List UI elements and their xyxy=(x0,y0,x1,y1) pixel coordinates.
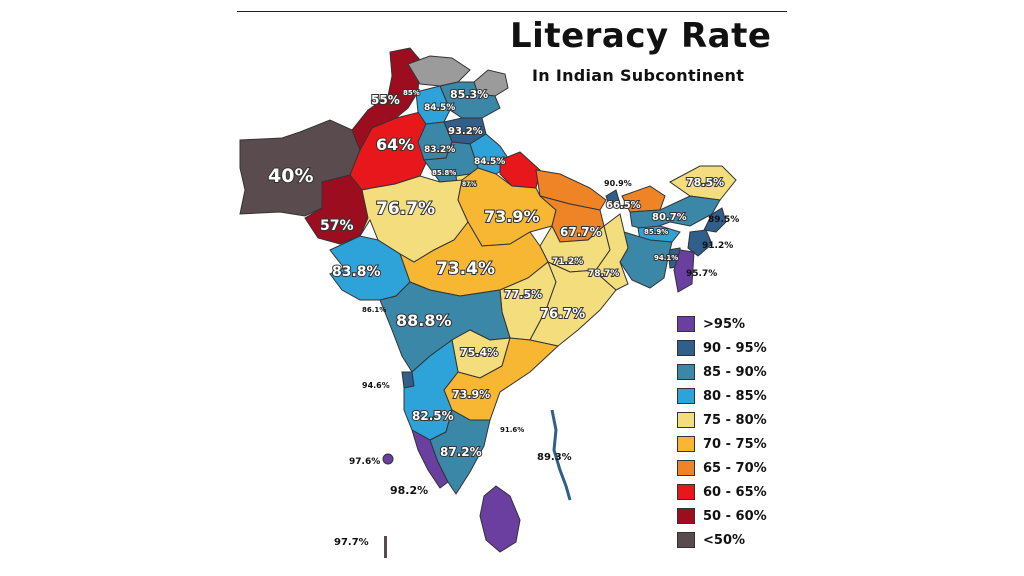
region-nagaland xyxy=(703,207,727,233)
legend-swatch xyxy=(677,412,695,428)
legend-swatch xyxy=(677,316,695,332)
label-dnh: 86.1% xyxy=(362,306,386,314)
label-tn: 87.2% xyxy=(440,445,482,459)
region-andaman xyxy=(550,409,572,501)
region-lakshadweep xyxy=(382,453,394,465)
label-ladakh: 85.3% xyxy=(450,88,488,101)
label-odisha: 76.7% xyxy=(540,307,585,322)
label-wb: 78.7% xyxy=(588,269,619,279)
legend-label: >95% xyxy=(703,316,746,332)
legend-swatch xyxy=(677,508,695,524)
legend-label: 70 - 75% xyxy=(703,436,767,452)
label-tripura: 94.1% xyxy=(654,254,678,262)
legend-item: 60 - 65% xyxy=(677,480,787,504)
legend-swatch xyxy=(677,388,695,404)
legend-label: 75 - 80% xyxy=(703,412,767,428)
label-sikkim: 90.9% xyxy=(604,179,632,188)
legend-label: 60 - 65% xyxy=(703,484,767,500)
legend-label: 80 - 85% xyxy=(703,388,767,404)
label-gb-small: 85% xyxy=(403,89,420,97)
region-bhutan xyxy=(621,185,666,213)
region-gilgit xyxy=(407,55,471,87)
label-up: 73.9% xyxy=(484,207,540,226)
legend-item: <50% xyxy=(677,528,787,552)
map-subtitle: In Indian Subcontinent xyxy=(532,66,745,85)
label-kerala: 98.2% xyxy=(390,484,428,497)
label-nepal: 66.5% xyxy=(606,200,641,211)
legend-item: 85 - 90% xyxy=(677,360,787,384)
legend-label: <50% xyxy=(703,532,746,548)
label-uttarakhand: 84.5% xyxy=(474,157,505,167)
label-jharkhand: 71.2% xyxy=(552,257,583,267)
label-kpk: 55% xyxy=(371,93,400,107)
legend-swatch xyxy=(677,484,695,500)
label-andaman: 89.3% xyxy=(537,452,572,463)
label-chhattisgarh: 77.5% xyxy=(504,288,542,301)
legend-item: 80 - 85% xyxy=(677,384,787,408)
label-manipur: 91.2% xyxy=(702,241,733,251)
label-punjab-pk: 64% xyxy=(376,135,414,154)
legend-label: 50 - 60% xyxy=(703,508,767,524)
region-odisha xyxy=(529,261,617,347)
legend-swatch xyxy=(677,364,695,380)
region-maldives xyxy=(384,536,387,558)
legend-swatch xyxy=(677,532,695,548)
region-sri-lanka xyxy=(479,485,521,553)
label-mp: 73.4% xyxy=(436,259,495,279)
region-mizoram xyxy=(673,249,695,293)
region-manipur xyxy=(687,229,713,257)
legend-item: 70 - 75% xyxy=(677,432,787,456)
label-balochistan: 40% xyxy=(268,165,313,187)
label-maharashtra: 88.8% xyxy=(396,311,452,330)
map-title: Literacy Rate xyxy=(510,16,772,56)
label-nagaland: 89.5% xyxy=(708,215,739,225)
legend-swatch xyxy=(677,340,695,356)
region-sikkim xyxy=(605,189,621,209)
region-wb xyxy=(595,213,629,291)
legend-label: 90 - 95% xyxy=(703,340,767,356)
label-haryana: 85.8% xyxy=(432,169,456,177)
label-gujarat: 83.8% xyxy=(332,264,381,280)
label-mizoram: 95.7% xyxy=(686,269,717,279)
label-delhi: 87% xyxy=(462,181,476,188)
legend-label: 65 - 70% xyxy=(703,460,767,476)
legend-swatch xyxy=(677,436,695,452)
label-lakshadweep: 97.6% xyxy=(349,457,380,467)
region-tn xyxy=(429,409,491,495)
top-rule xyxy=(237,11,787,12)
legend-item: 75 - 80% xyxy=(677,408,787,432)
label-punjab-in: 83.2% xyxy=(424,145,455,155)
legend-item: 65 - 70% xyxy=(677,456,787,480)
legend-label: 85 - 90% xyxy=(703,364,767,380)
label-karnataka: 82.5% xyxy=(412,409,454,423)
label-maldives: 97.7% xyxy=(334,537,369,548)
label-assam: 80.7% xyxy=(652,212,687,223)
label-jk: 84.5% xyxy=(424,103,455,113)
legend-item: >95% xyxy=(677,312,787,336)
map-legend: >95% 90 - 95% 85 - 90% 80 - 85% 75 - 80% 70 -… xyxy=(677,312,787,552)
region-ladakh xyxy=(439,81,501,119)
label-bihar: 67.7% xyxy=(560,225,602,239)
label-sindh: 57% xyxy=(320,218,354,234)
label-goa: 94.6% xyxy=(362,381,390,390)
label-rajasthan: 76.7% xyxy=(376,199,435,219)
label-bhutan: 78.5% xyxy=(686,176,724,189)
legend-swatch xyxy=(677,460,695,476)
label-meghalaya: 85.9% xyxy=(644,228,668,236)
label-ap: 73.9% xyxy=(452,388,490,401)
label-telangana: 75.4% xyxy=(460,346,498,359)
label-puducherry: 91.6% xyxy=(500,426,524,434)
legend-item: 90 - 95% xyxy=(677,336,787,360)
legend-item: 50 - 60% xyxy=(677,504,787,528)
label-hp: 93.2% xyxy=(448,126,483,137)
